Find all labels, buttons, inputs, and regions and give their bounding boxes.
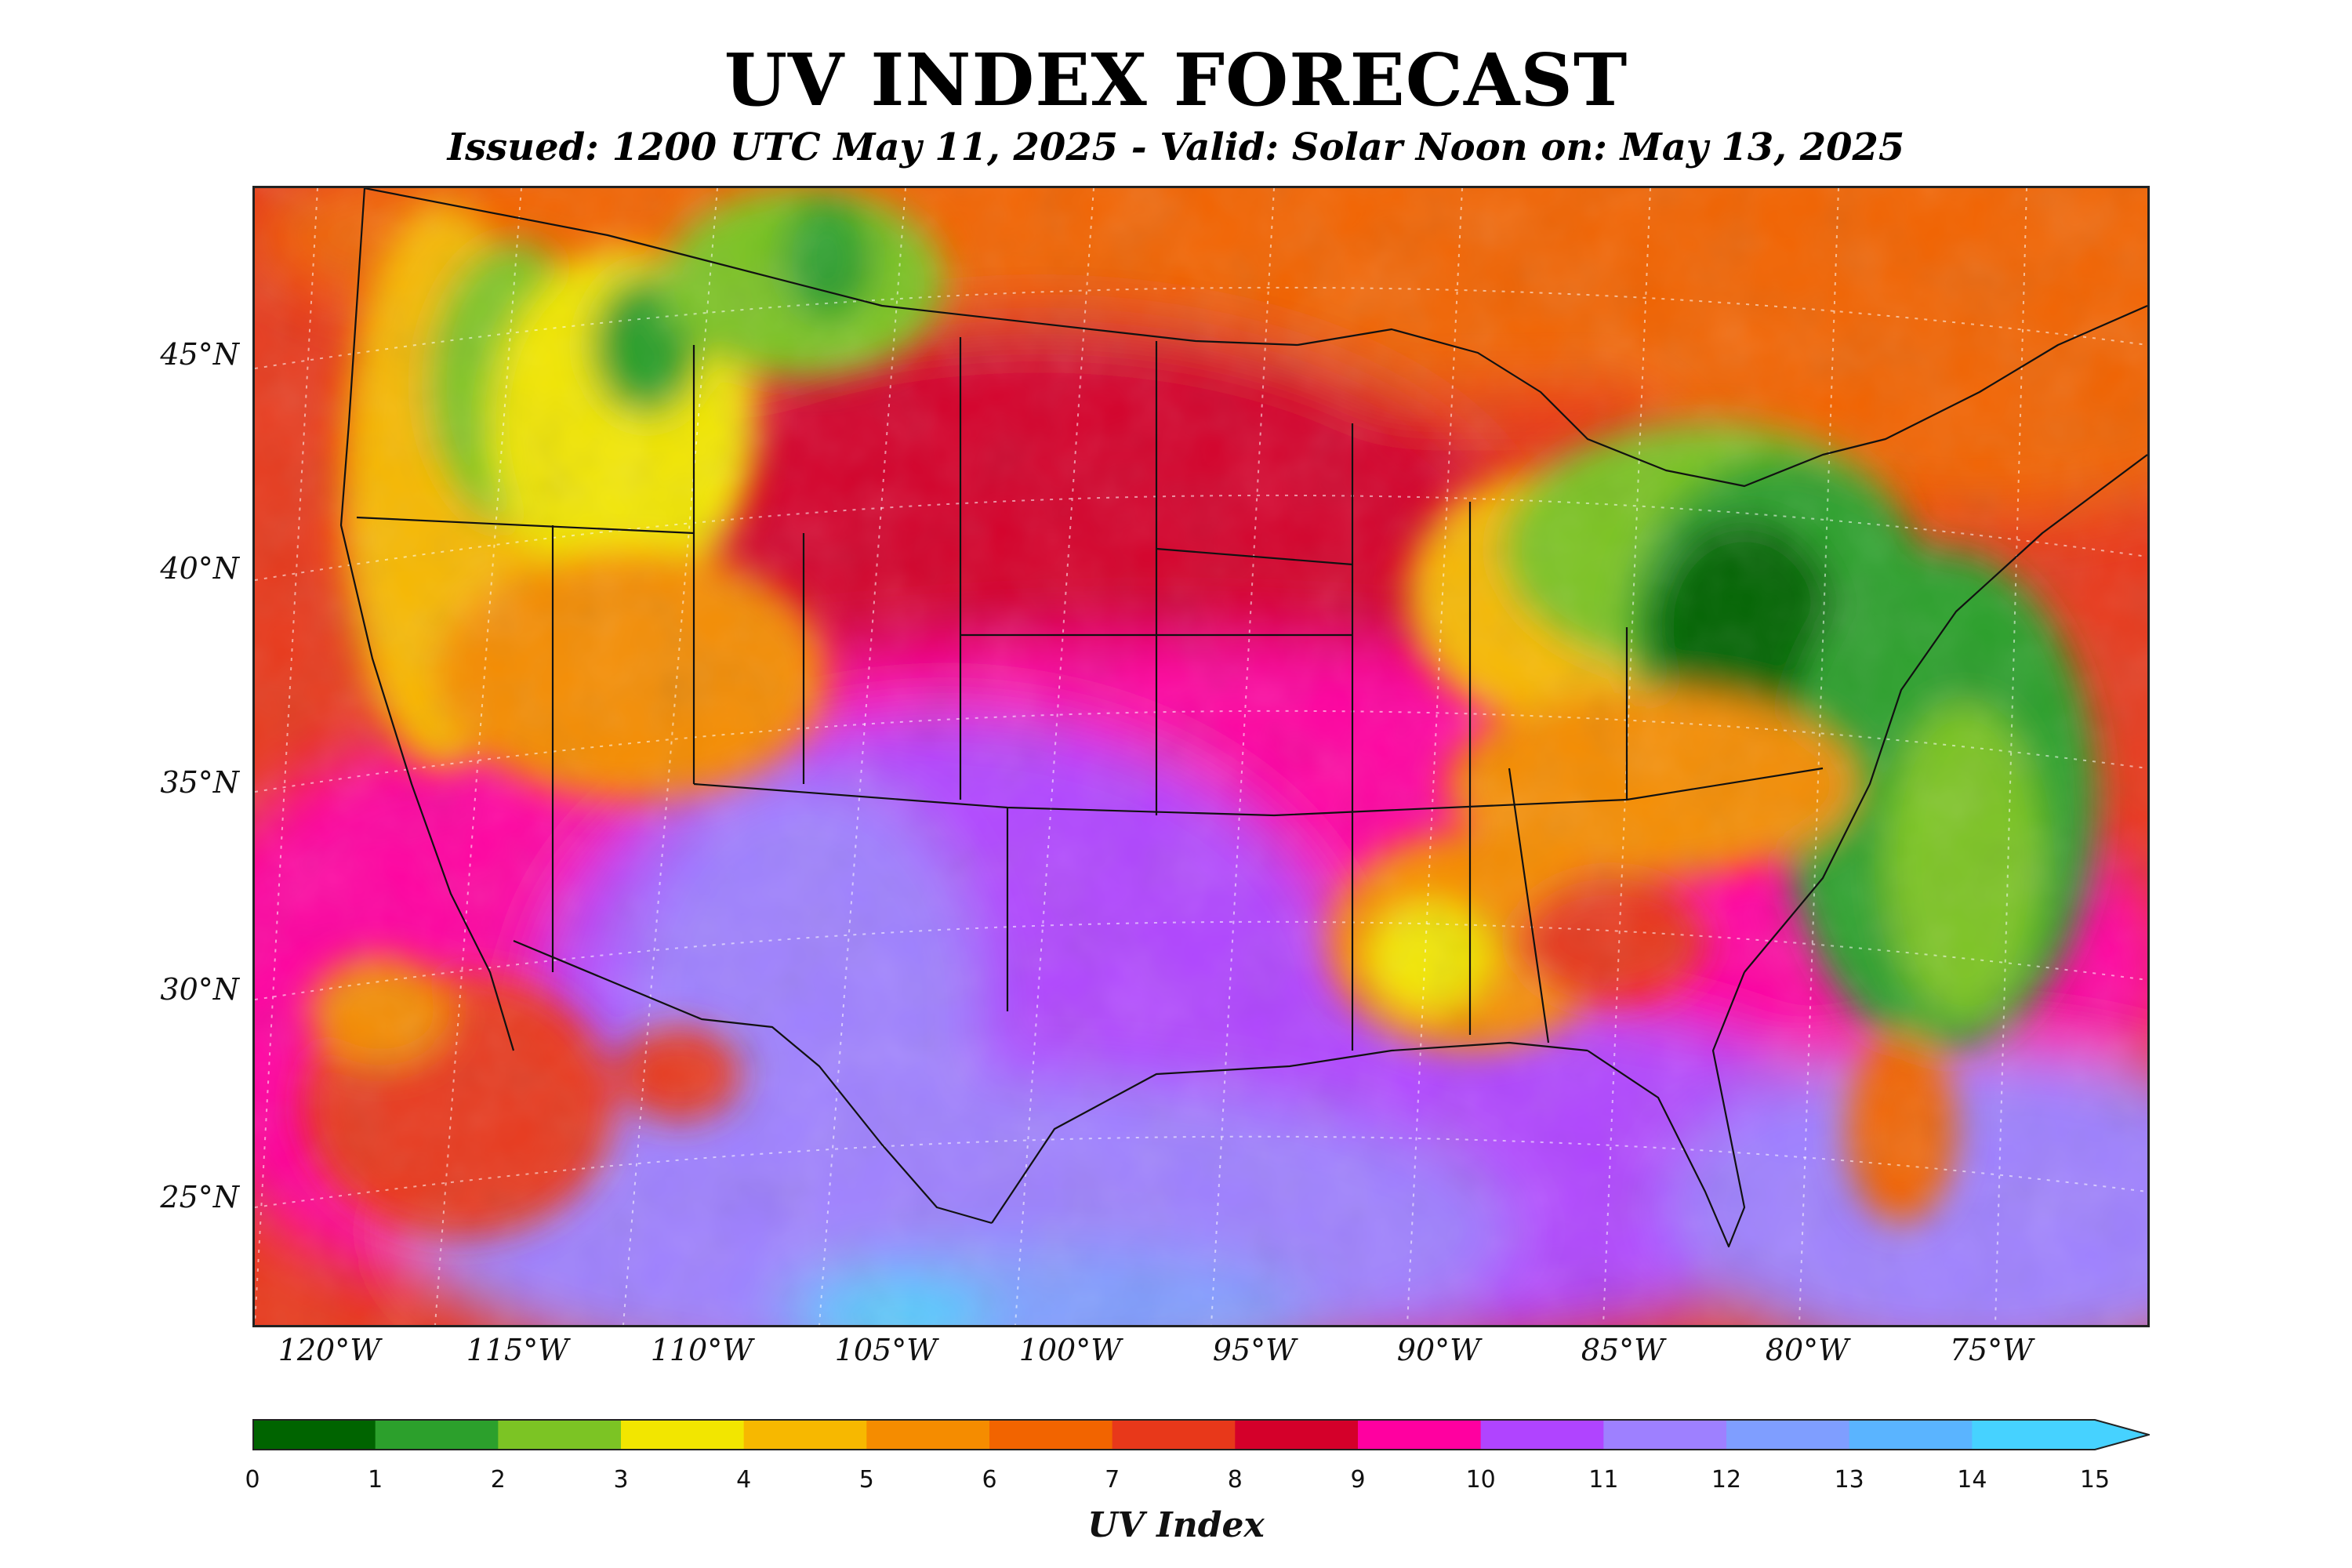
lon-label-80w: 80°W [1765,1333,1849,1367]
lat-label-30n: 30°N [160,972,239,1007]
lat-label-45n: 45°N [160,337,239,372]
lon-label-120w: 120°W [278,1333,381,1367]
colorbar-swatch-8 [1235,1419,1359,1450]
colorbar-swatch-14 [1972,1419,2150,1450]
colorbar-swatch-0 [252,1419,376,1450]
lon-label-95w: 95°W [1212,1333,1297,1367]
colorbar-swatch-13 [1849,1419,1973,1450]
colorbar-tick-label: 15 [2079,1466,2111,1494]
colorbar-tick-label: 0 [245,1466,260,1494]
map-subtitle: Issued: 1200 UTC May 11, 2025 - Valid: S… [447,125,1905,169]
uv-map-canvas [255,188,2147,1325]
colorbar-swatch-4 [743,1419,867,1450]
lon-label-90w: 90°W [1396,1333,1481,1367]
colorbar-tick-label: 4 [736,1466,752,1494]
lon-label-100w: 100°W [1018,1333,1122,1367]
colorbar [252,1419,2150,1450]
colorbar-swatch-10 [1480,1419,1604,1450]
lon-label-110w: 110°W [650,1333,753,1367]
colorbar-tick-label: 7 [1105,1466,1120,1494]
lon-label-115w: 115°W [466,1333,569,1367]
colorbar-tick-label: 9 [1350,1466,1366,1494]
colorbar-swatch-1 [375,1419,499,1450]
colorbar-outline [252,1419,2150,1450]
lat-label-35n: 35°N [160,765,239,800]
colorbar-swatch-11 [1603,1419,1727,1450]
colorbar-swatch-9 [1358,1419,1482,1450]
colorbar-tick-label: 6 [982,1466,997,1494]
colorbar-swatch-12 [1726,1419,1850,1450]
colorbar-swatch-7 [1112,1419,1236,1450]
colorbar-tick-label: 3 [613,1466,629,1494]
colorbar-swatch-2 [498,1419,622,1450]
map-title: UV INDEX FORECAST [724,38,1628,122]
colorbar-tick-label: 11 [1588,1466,1619,1494]
colorbar-tick-label: 2 [490,1466,506,1494]
uv-map [252,186,2150,1327]
colorbar-swatch-6 [989,1419,1113,1450]
lat-label-25n: 25°N [160,1180,239,1214]
colorbar-tick-label: 13 [1834,1466,1864,1494]
lat-label-40n: 40°N [160,551,239,586]
lon-label-75w: 75°W [1949,1333,2034,1367]
colorbar-tick-label: 8 [1227,1466,1243,1494]
lon-label-85w: 85°W [1581,1333,1665,1367]
colorbar-label: UV Index [1087,1505,1265,1545]
colorbar-tick-label: 14 [1957,1466,1987,1494]
colorbar-swatch-5 [866,1419,990,1450]
colorbar-swatch-3 [621,1419,745,1450]
colorbar-tick-label: 10 [1465,1466,1496,1494]
lon-label-105w: 105°W [834,1333,938,1367]
colorbar-tick-label: 1 [368,1466,383,1494]
colorbar-tick-label: 5 [858,1466,874,1494]
colorbar-tick-label: 12 [1711,1466,1742,1494]
